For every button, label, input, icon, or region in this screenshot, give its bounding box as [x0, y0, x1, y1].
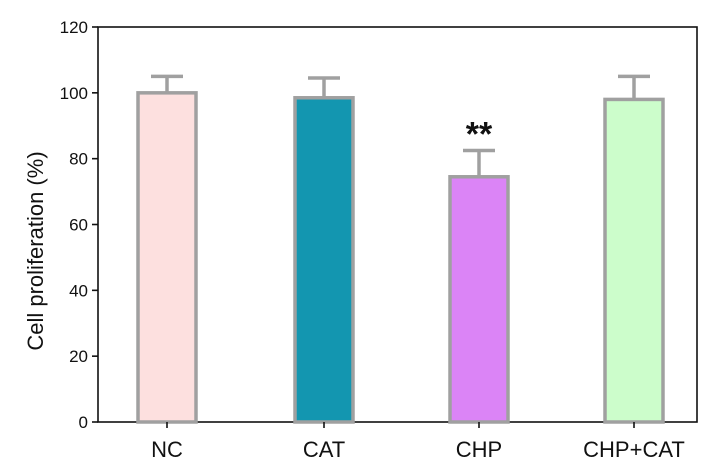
y-tick-label: 0 — [79, 413, 88, 432]
y-tick-label: 40 — [69, 281, 88, 300]
y-tick-label: 120 — [60, 18, 88, 37]
x-tick-label: CHP — [456, 437, 502, 462]
x-tick-label: NC — [151, 437, 183, 462]
x-tick-label: CHP+CAT — [583, 437, 685, 462]
y-tick-label: 60 — [69, 216, 88, 235]
y-tick-label: 80 — [69, 150, 88, 169]
bar — [448, 175, 510, 424]
plot-area: 0 20 40 60 80 100 120 NC CAT CHP CHP+CAT ** — [60, 18, 698, 462]
bar — [136, 91, 198, 424]
y-tick-label: 20 — [69, 347, 88, 366]
significance-annotation: ** — [466, 115, 493, 153]
y-tick-label: 100 — [60, 84, 88, 103]
x-tick-label: CAT — [303, 437, 345, 462]
y-axis-title: Cell proliferation (%) — [23, 151, 48, 350]
bar — [603, 97, 665, 424]
bar — [293, 96, 355, 424]
